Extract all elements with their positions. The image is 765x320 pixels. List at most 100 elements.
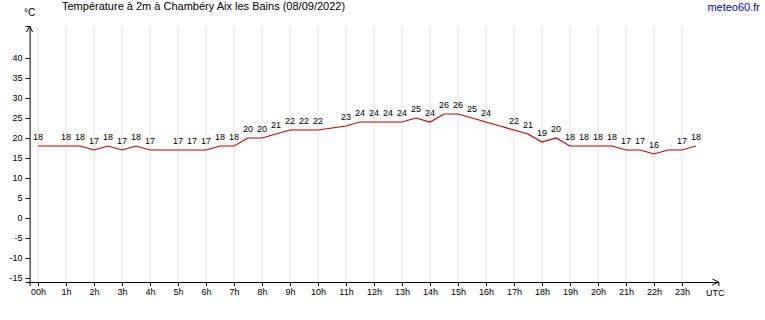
x-tick: 8h bbox=[257, 282, 267, 297]
x-tick: 1h bbox=[61, 282, 71, 297]
y-tick: 35 bbox=[13, 73, 30, 83]
x-tick: 3h bbox=[117, 282, 127, 297]
x-tick: 12h bbox=[367, 282, 382, 297]
y-tick-mark bbox=[26, 98, 30, 99]
data-label: 18 bbox=[131, 132, 141, 142]
data-label: 18 bbox=[229, 132, 239, 142]
x-tick-label: 17h bbox=[507, 287, 522, 297]
x-tick-label: 22h bbox=[647, 287, 662, 297]
x-tick: 16h bbox=[479, 282, 494, 297]
x-tick: 4h bbox=[145, 282, 155, 297]
x-tick: 15h bbox=[451, 282, 466, 297]
x-tick-mark bbox=[458, 282, 459, 286]
grid-line bbox=[570, 26, 571, 282]
x-tick-mark bbox=[374, 282, 375, 286]
y-tick: 5 bbox=[18, 193, 30, 203]
data-label: 22 bbox=[509, 116, 519, 126]
x-tick-label: 2h bbox=[89, 287, 99, 297]
y-tick-label: 35 bbox=[13, 73, 23, 83]
y-tick-mark bbox=[26, 138, 30, 139]
x-tick-mark bbox=[66, 282, 67, 286]
x-tick: 9h bbox=[285, 282, 295, 297]
grid-line bbox=[150, 26, 151, 282]
data-label: 26 bbox=[439, 100, 449, 110]
source-link[interactable]: meteo60.fr bbox=[707, 1, 760, 13]
y-tick-label: -5 bbox=[15, 233, 23, 243]
x-tick-mark bbox=[682, 282, 683, 286]
x-axis: 00h1h2h3h4h5h6h7h8h9h10h11h12h13h14h15h1… bbox=[30, 282, 719, 297]
y-tick-label: 15 bbox=[13, 153, 23, 163]
data-labels: 1818181718171817171717181820202122222223… bbox=[33, 100, 701, 150]
data-label: 17 bbox=[621, 136, 631, 146]
data-label: 23 bbox=[341, 112, 351, 122]
x-tick-label: 1h bbox=[61, 287, 71, 297]
x-tick-label: 12h bbox=[367, 287, 382, 297]
x-tick-mark bbox=[654, 282, 655, 286]
x-tick-label: 8h bbox=[257, 287, 267, 297]
x-tick: 21h bbox=[619, 282, 634, 297]
plot-area bbox=[38, 114, 696, 154]
data-label: 20 bbox=[243, 124, 253, 134]
data-label: 17 bbox=[677, 136, 687, 146]
x-tick-label: 00h bbox=[31, 287, 46, 297]
x-tick-label: 13h bbox=[395, 287, 410, 297]
y-tick-mark bbox=[26, 58, 30, 59]
data-label: 18 bbox=[33, 132, 43, 142]
x-tick-mark bbox=[430, 282, 431, 286]
x-tick: 11h bbox=[339, 282, 353, 297]
x-axis-title: UTC bbox=[706, 288, 725, 298]
y-tick-mark bbox=[26, 118, 30, 119]
y-tick-mark bbox=[26, 218, 30, 219]
data-label: 24 bbox=[355, 108, 365, 118]
data-label: 17 bbox=[117, 136, 127, 146]
x-tick-mark bbox=[262, 282, 263, 286]
x-tick-mark bbox=[38, 282, 39, 286]
data-label: 18 bbox=[215, 132, 225, 142]
y-tick-label: 40 bbox=[13, 53, 23, 63]
data-label: 21 bbox=[523, 120, 533, 130]
x-tick: 18h bbox=[535, 282, 550, 297]
y-tick: 40 bbox=[13, 53, 30, 63]
y-tick: 25 bbox=[13, 113, 30, 123]
x-tick-label: 9h bbox=[285, 287, 295, 297]
x-tick: 19h bbox=[563, 282, 578, 297]
grid-line bbox=[374, 26, 375, 282]
grid-line bbox=[206, 26, 207, 282]
x-tick-mark bbox=[542, 282, 543, 286]
y-tick-mark bbox=[26, 198, 30, 199]
x-tick: 10h bbox=[311, 282, 326, 297]
grid-line bbox=[598, 26, 599, 282]
data-label: 18 bbox=[565, 132, 575, 142]
data-label: 17 bbox=[145, 136, 155, 146]
temperature-line bbox=[38, 114, 696, 154]
y-axis-arrow bbox=[27, 26, 33, 32]
data-label: 18 bbox=[593, 132, 603, 142]
x-axis-arrow bbox=[712, 279, 718, 285]
x-tick: 14h bbox=[423, 282, 438, 297]
x-tick-mark bbox=[318, 282, 319, 286]
x-tick-label: 11h bbox=[339, 287, 353, 297]
x-tick-label: 4h bbox=[145, 287, 155, 297]
data-label: 25 bbox=[411, 104, 421, 114]
chart: Température à 2m à Chambéry Aix les Bain… bbox=[0, 0, 765, 320]
x-tick-mark bbox=[290, 282, 291, 286]
x-tick: 22h bbox=[647, 282, 662, 297]
y-tick-mark bbox=[26, 178, 30, 179]
data-label: 20 bbox=[257, 124, 267, 134]
grid-line bbox=[542, 26, 543, 282]
x-axis-line bbox=[30, 283, 719, 287]
y-tick-label: 30 bbox=[13, 93, 23, 103]
data-label: 21 bbox=[271, 120, 281, 130]
y-tick: 15 bbox=[13, 153, 30, 163]
data-label: 17 bbox=[201, 136, 211, 146]
data-label: 22 bbox=[313, 116, 323, 126]
data-label: 24 bbox=[383, 108, 393, 118]
x-tick-mark bbox=[94, 282, 95, 286]
grid-line bbox=[66, 26, 67, 282]
grid-line bbox=[682, 26, 683, 282]
y-tick: 20 bbox=[13, 133, 30, 143]
x-tick-label: 7h bbox=[229, 287, 239, 297]
data-label: 18 bbox=[103, 132, 113, 142]
data-label: 17 bbox=[635, 136, 645, 146]
data-label: 20 bbox=[551, 124, 561, 134]
